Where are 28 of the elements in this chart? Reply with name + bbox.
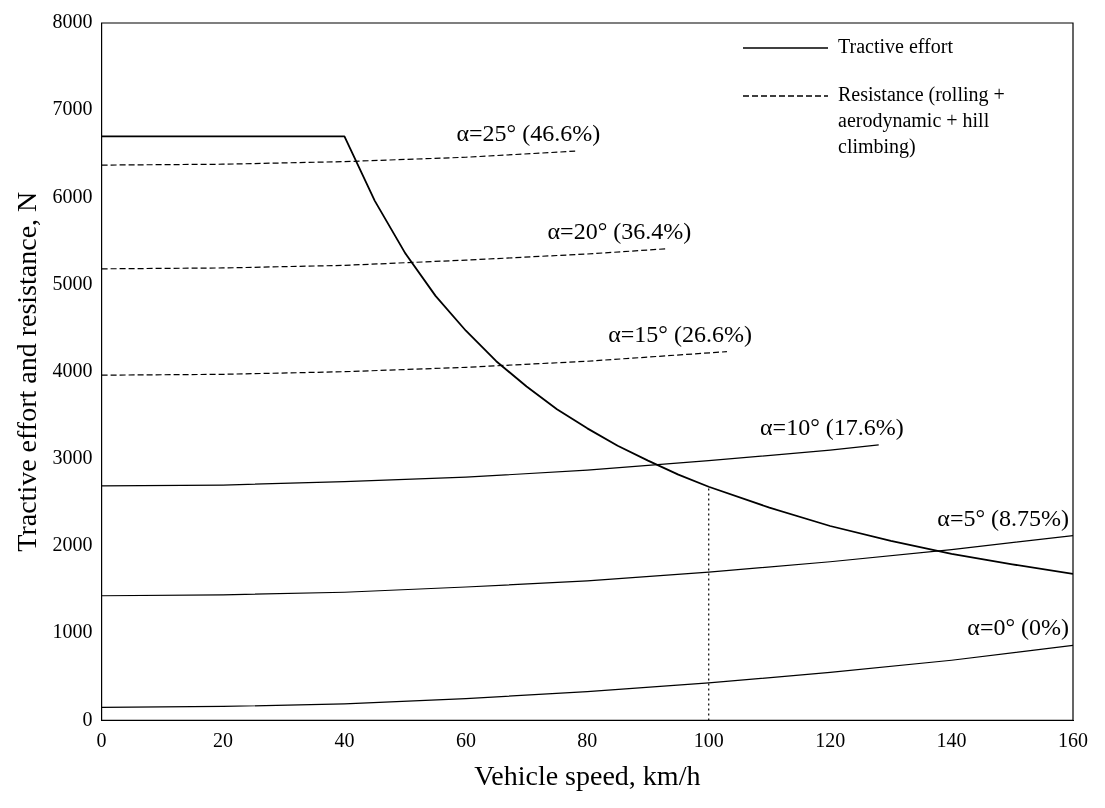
- legend-label: Resistance (rolling + aerodynamic + hill climbing): [838, 83, 1005, 159]
- x-tick-label: 160: [1058, 728, 1088, 751]
- y-tick-label: 7000: [52, 97, 93, 120]
- y-tick-label: 8000: [52, 10, 93, 33]
- x-tick-label: 40: [334, 728, 355, 751]
- x-axis-title: Vehicle speed, km/h: [474, 759, 701, 791]
- annotation: α=20° (36.4%): [547, 217, 692, 244]
- x-tick-label: 80: [577, 728, 598, 751]
- y-tick-label: 3000: [52, 446, 93, 469]
- y-axis-title: Tractive effort and resistance, N: [11, 191, 43, 552]
- y-tick-label: 5000: [52, 271, 93, 294]
- x-tick-label: 0: [96, 728, 107, 751]
- legend-label: Tractive effort: [838, 35, 954, 58]
- y-tick-label: 4000: [52, 358, 93, 381]
- annotation: α=15° (26.6%): [608, 320, 752, 347]
- y-tick-label: 2000: [52, 533, 93, 556]
- annotation: α=5° (8.75%): [937, 504, 1069, 531]
- y-tick-label: 6000: [52, 184, 93, 207]
- x-tick-label: 120: [815, 728, 846, 751]
- x-tick-label: 140: [936, 728, 967, 751]
- annotation: α=10° (17.6%): [760, 413, 904, 440]
- y-tick-label: 1000: [52, 620, 93, 643]
- annotation: α=25° (46.6%): [456, 120, 601, 147]
- x-tick-label: 20: [213, 728, 234, 751]
- annotation: α=0° (0%): [967, 614, 1069, 641]
- x-tick-label: 60: [455, 728, 476, 751]
- y-tick-label: 0: [82, 707, 93, 730]
- x-tick-label: 100: [693, 728, 724, 751]
